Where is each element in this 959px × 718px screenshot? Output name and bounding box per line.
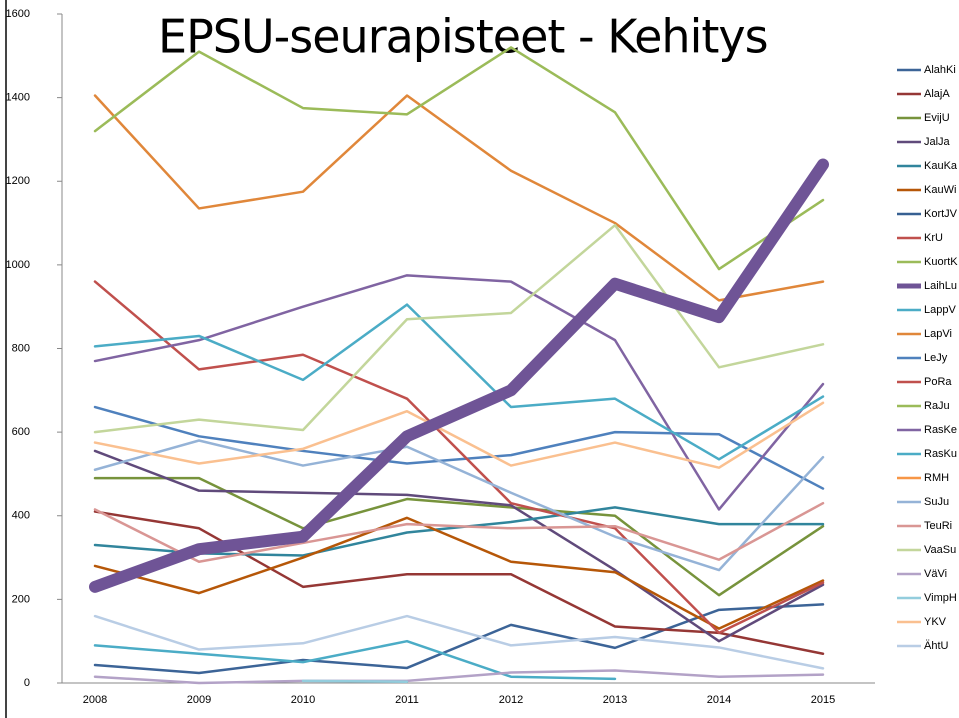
series-line	[93, 94, 825, 302]
series-line	[93, 280, 825, 635]
series-line	[93, 669, 825, 685]
legend-label: KortJV	[924, 208, 958, 220]
legend-label: AlajA	[924, 88, 950, 100]
x-tick-label: 2008	[83, 694, 107, 706]
series-line	[93, 639, 617, 681]
x-tick-label: 2015	[811, 694, 835, 706]
legend-label: RasKe	[924, 424, 957, 436]
series-line	[301, 679, 409, 683]
series-line	[93, 510, 825, 655]
legend-label: LeJy	[924, 352, 948, 364]
series-line	[93, 405, 825, 490]
x-tick-label: 2013	[603, 694, 627, 706]
x-tick-label: 2011	[395, 694, 419, 706]
legend-label: TeuRi	[924, 520, 952, 532]
legend-label: ÄhtU	[924, 640, 949, 652]
series-line	[93, 516, 825, 630]
legend-label: VäVi	[924, 568, 947, 580]
y-tick-label: 1600	[6, 8, 30, 20]
series-line	[93, 303, 825, 461]
legend-label: AlahKi	[924, 64, 956, 76]
series-line	[93, 476, 825, 597]
y-tick-label: 400	[12, 510, 30, 522]
legend-label: YKV	[924, 616, 947, 628]
highlight-line	[89, 158, 829, 593]
y-tick-label: 0	[24, 677, 30, 689]
series-line	[93, 223, 825, 434]
series-line	[93, 501, 825, 563]
legend-label: KuortK	[924, 256, 958, 268]
legend-label: LaihLu	[924, 280, 957, 292]
series-line	[93, 46, 825, 271]
legend-label: LappV	[924, 304, 956, 316]
x-tick-label: 2012	[499, 694, 523, 706]
legend-label: SuJu	[924, 496, 949, 508]
series-line	[93, 401, 825, 469]
legend: AlahKi AlajA EvijU JalJa KauKa KauWi KortJV KrU…	[897, 64, 958, 652]
legend-label: RasKu	[924, 448, 957, 460]
legend-label: EvijU	[924, 112, 950, 124]
series-line	[93, 274, 825, 511]
legend-label: KrU	[924, 232, 943, 244]
x-tick-label: 2009	[187, 694, 211, 706]
legend-label: RMH	[924, 472, 949, 484]
series-line	[93, 614, 825, 670]
series-line	[93, 439, 825, 572]
y-tick-label: 800	[12, 342, 30, 354]
legend-label: RaJu	[924, 400, 950, 412]
legend-label: PoRa	[924, 376, 952, 388]
y-tick-label: 1400	[6, 92, 30, 104]
legend-label: KauWi	[924, 184, 956, 196]
series-line	[93, 449, 825, 643]
legend-label: JalJa	[924, 136, 951, 148]
y-tick-label: 1200	[6, 175, 30, 187]
chart-title: EPSU-seurapisteet - Kehitys	[158, 10, 768, 64]
y-tick-label: 600	[12, 426, 30, 438]
legend-label: LapVi	[924, 328, 952, 340]
legend-label: VaaSu	[924, 544, 956, 556]
x-tick-label: 2010	[291, 694, 315, 706]
legend-label: KauKa	[924, 160, 958, 172]
y-tick-label: 200	[12, 593, 30, 605]
y-tick-label: 1000	[6, 259, 30, 271]
legend-label: VimpH	[924, 592, 957, 604]
x-tick-label: 2014	[707, 694, 731, 706]
